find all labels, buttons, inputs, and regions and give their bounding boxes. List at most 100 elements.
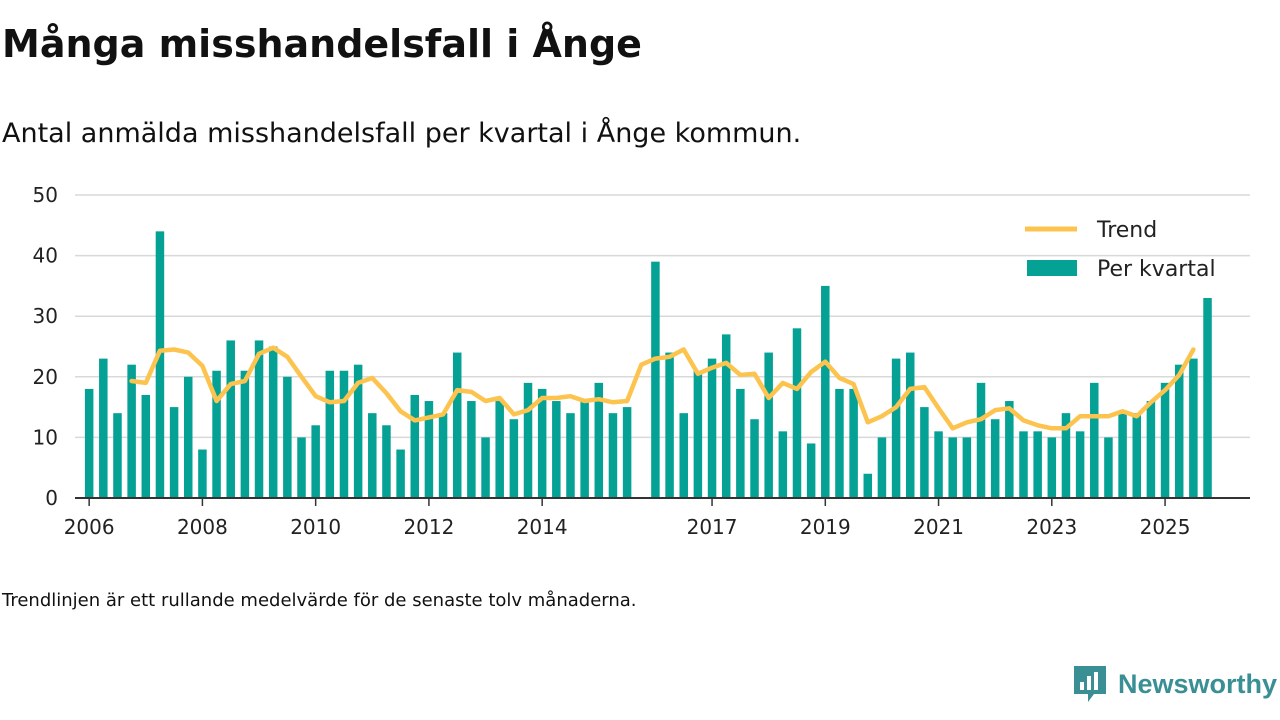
bar <box>792 328 802 498</box>
bar <box>452 352 462 498</box>
bar <box>254 340 264 498</box>
x-axis: 2006 2008 2010 2012 2014 2017 2019 2021 2023 2025 <box>64 498 1191 539</box>
bar <box>353 364 363 498</box>
bar <box>764 352 773 498</box>
bar <box>693 370 703 498</box>
bar <box>169 407 179 498</box>
bar <box>283 376 292 498</box>
bar <box>1189 358 1198 498</box>
bar <box>1160 382 1170 498</box>
y-tick-label: 30 <box>33 304 58 328</box>
bar <box>750 419 759 498</box>
bar <box>934 431 943 498</box>
bar <box>1075 431 1085 498</box>
footnote: Trendlinjen är ett rullande medelvärde f… <box>2 590 637 611</box>
bar <box>1047 437 1057 498</box>
bar <box>721 334 731 498</box>
x-tick-label: 2025 <box>1140 515 1191 539</box>
bar <box>948 437 957 498</box>
bar <box>113 413 122 498</box>
bar <box>84 388 94 498</box>
bar <box>1019 431 1028 498</box>
bar <box>608 413 618 498</box>
y-tick-label: 20 <box>33 365 58 389</box>
bar <box>835 388 844 498</box>
x-tick-label: 2006 <box>64 515 115 539</box>
x-tick-label: 2023 <box>1026 515 1077 539</box>
legend: Trend Per kvartal <box>1025 218 1216 282</box>
legend-bars-label: Per kvartal <box>1097 257 1216 282</box>
bar <box>1118 413 1127 498</box>
bar <box>594 382 604 498</box>
bar <box>212 370 221 498</box>
x-tick-label: 2008 <box>177 515 228 539</box>
bar <box>821 285 830 498</box>
x-tick-label: 2017 <box>687 515 738 539</box>
bar <box>665 352 674 498</box>
bar <box>268 346 278 498</box>
y-tick-label: 50 <box>33 183 58 207</box>
bar <box>481 437 490 498</box>
bar <box>877 437 887 498</box>
bar <box>1203 298 1212 498</box>
bar <box>552 401 561 498</box>
bar <box>920 407 929 498</box>
trend-line-group <box>129 345 1196 431</box>
bar <box>509 419 519 498</box>
x-tick-label: 2019 <box>800 515 851 539</box>
bar <box>1090 382 1099 498</box>
bar <box>368 413 377 498</box>
bar <box>1174 364 1184 498</box>
bar <box>905 352 915 498</box>
legend-trend-label: Trend <box>1096 218 1157 243</box>
bars <box>84 231 1212 499</box>
chart-badge-icon <box>1074 666 1106 702</box>
bar <box>495 401 504 498</box>
bar <box>1132 413 1141 498</box>
bar <box>707 358 717 498</box>
bar <box>622 407 632 498</box>
bar <box>736 388 745 498</box>
brand-name: Newsworthy <box>1118 668 1278 699</box>
bar <box>297 437 306 498</box>
chart-subtitle: Antal anmälda misshandelsfall per kvarta… <box>2 118 802 149</box>
x-tick-label: 2021 <box>913 515 964 539</box>
bar <box>127 364 136 498</box>
chart: 0 10 20 30 40 50 2006 2008 2010 2012 2014 2017 2019… <box>33 183 1250 539</box>
bar <box>325 370 335 498</box>
chart-title: Många misshandelsfall i Ånge <box>2 22 642 66</box>
bar <box>382 425 391 498</box>
bar <box>651 261 660 498</box>
bar <box>1146 401 1156 498</box>
x-tick-label: 2010 <box>290 515 341 539</box>
y-tick-label: 40 <box>33 244 58 268</box>
bar <box>523 382 533 498</box>
bar <box>155 231 165 499</box>
bar <box>1104 437 1113 498</box>
bar <box>537 388 547 498</box>
y-axis: 0 10 20 30 40 50 <box>33 183 58 510</box>
bar <box>679 413 688 498</box>
legend-bar-swatch <box>1027 260 1077 276</box>
bar <box>580 401 589 498</box>
x-tick-label: 2012 <box>403 515 454 539</box>
bar <box>198 449 207 498</box>
bar <box>1061 413 1071 498</box>
y-tick-label: 10 <box>33 425 58 449</box>
bar <box>863 473 873 498</box>
x-tick-label: 2014 <box>517 515 568 539</box>
bar <box>962 437 972 498</box>
bar <box>976 382 986 498</box>
bar <box>424 401 434 498</box>
bar <box>467 401 476 498</box>
trend-line <box>129 345 1196 431</box>
bar <box>99 358 108 498</box>
bar <box>806 443 816 498</box>
bar <box>339 370 349 498</box>
bar <box>849 388 858 498</box>
bar <box>410 394 420 498</box>
bar <box>226 340 235 498</box>
bar <box>438 413 448 498</box>
bar <box>311 425 320 498</box>
newsworthy-logo[interactable]: Newsworthy <box>1072 664 1277 704</box>
